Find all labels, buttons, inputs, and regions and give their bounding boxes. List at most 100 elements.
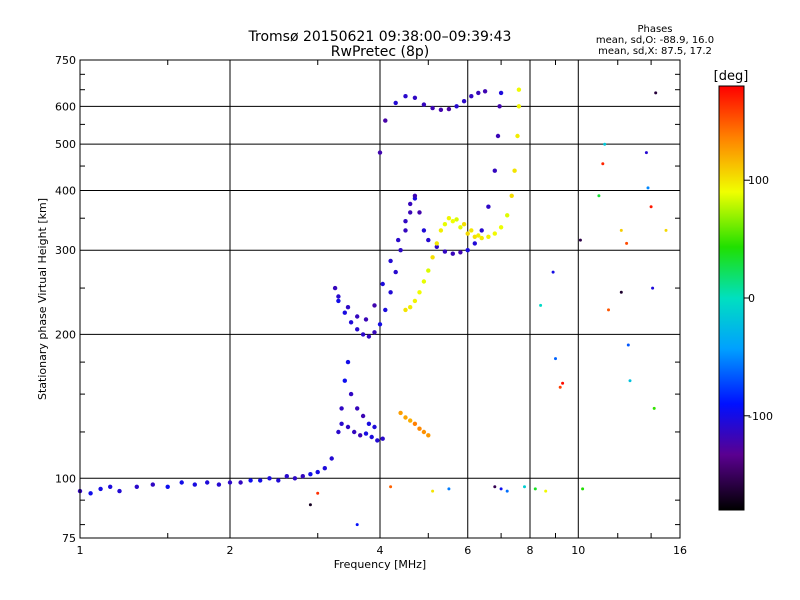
- data-point: [603, 142, 607, 146]
- data-point: [417, 210, 422, 215]
- data-point: [98, 486, 103, 492]
- data-point: [408, 305, 413, 310]
- data-point: [461, 222, 467, 227]
- x-tick-label: 6: [464, 544, 471, 557]
- data-point: [372, 303, 377, 308]
- data-point: [117, 488, 122, 494]
- x-tick-label: 16: [673, 544, 687, 557]
- data-point: [516, 87, 522, 92]
- data-point: [664, 228, 668, 232]
- data-point: [438, 228, 444, 233]
- data-point: [348, 320, 354, 325]
- data-point: [438, 107, 444, 113]
- colorbar-tick-label: 100: [748, 174, 769, 187]
- data-point: [499, 487, 503, 491]
- y-tick-label: 400: [55, 184, 76, 197]
- data-point: [412, 298, 418, 304]
- data-point: [539, 303, 543, 307]
- data-point: [258, 478, 263, 483]
- data-point: [651, 286, 655, 290]
- data-point: [486, 234, 491, 239]
- data-point: [654, 91, 658, 95]
- data-point: [412, 193, 418, 198]
- data-point: [551, 270, 555, 274]
- data-point: [403, 307, 408, 313]
- y-tick-label: 300: [55, 244, 76, 257]
- data-point: [644, 151, 648, 155]
- data-point: [108, 484, 113, 489]
- data-point: [498, 225, 504, 230]
- data-point: [512, 168, 517, 173]
- data-point: [345, 424, 351, 430]
- data-point: [417, 290, 422, 295]
- data-point: [421, 279, 427, 284]
- data-point: [607, 308, 610, 312]
- data-point: [469, 94, 474, 99]
- data-point: [388, 258, 393, 264]
- data-point: [581, 487, 585, 491]
- data-point: [398, 410, 403, 416]
- data-point: [389, 485, 393, 489]
- chart-title: Tromsø 20150621 09:38:00–09:39:43: [248, 29, 512, 45]
- data-point: [412, 421, 418, 426]
- data-point: [472, 241, 477, 246]
- data-point: [465, 248, 470, 253]
- y-tick-label: 200: [55, 328, 76, 341]
- data-point: [479, 235, 484, 241]
- data-point: [396, 237, 401, 243]
- data-point: [447, 487, 451, 491]
- data-point: [626, 343, 630, 347]
- data-point: [336, 298, 341, 304]
- data-point: [426, 268, 431, 273]
- data-point: [329, 456, 334, 461]
- data-point: [492, 231, 497, 236]
- data-point: [646, 186, 650, 190]
- data-point: [165, 484, 170, 489]
- data-point: [442, 249, 448, 254]
- data-point: [372, 330, 377, 335]
- data-point: [523, 485, 526, 489]
- data-point: [454, 217, 459, 222]
- data-point: [578, 238, 582, 242]
- data-point: [430, 105, 435, 111]
- data-point: [461, 99, 467, 104]
- colorbar-tick-label: 0: [748, 292, 755, 305]
- data-point: [450, 219, 455, 224]
- data-point: [342, 310, 347, 315]
- data-point: [492, 168, 497, 173]
- data-point: [398, 248, 403, 253]
- data-point: [469, 228, 474, 233]
- data-point: [332, 285, 338, 291]
- stats-heading: Phases: [637, 24, 672, 35]
- data-point: [450, 251, 455, 256]
- data-points: [77, 87, 668, 527]
- data-point: [238, 480, 243, 485]
- data-point: [192, 482, 197, 487]
- y-axis-ticks: 75 100 200 300 400 500 600 750: [55, 54, 680, 545]
- data-point: [363, 431, 369, 436]
- data-point: [558, 385, 562, 389]
- data-point: [342, 378, 347, 383]
- data-point: [134, 484, 139, 489]
- title-group: Tromsø 20150621 09:38:00–09:39:43 RwPret…: [248, 24, 715, 60]
- data-point: [336, 294, 341, 299]
- data-point: [179, 480, 184, 485]
- data-point: [377, 150, 383, 155]
- data-point: [472, 234, 477, 239]
- data-point: [88, 491, 93, 496]
- data-point: [383, 118, 388, 123]
- data-point: [498, 90, 504, 96]
- data-point: [345, 305, 351, 310]
- data-point: [597, 194, 601, 198]
- data-point: [380, 281, 385, 287]
- data-point: [458, 250, 463, 255]
- data-point: [150, 482, 155, 487]
- data-point: [267, 476, 272, 481]
- data-point: [465, 231, 470, 236]
- y-tick-label: 100: [55, 472, 76, 485]
- y-tick-label: 600: [55, 100, 76, 113]
- data-point: [479, 228, 484, 233]
- data-point: [339, 421, 344, 426]
- data-point: [505, 489, 509, 493]
